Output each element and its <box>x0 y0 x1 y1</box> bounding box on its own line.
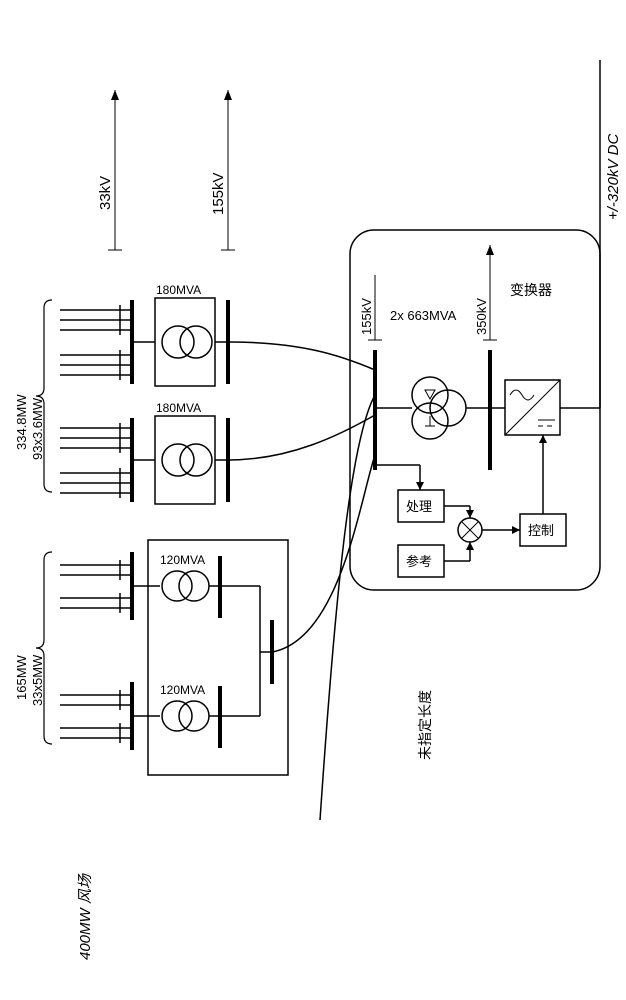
cluster-1: 180MVA <box>60 283 228 386</box>
voltage-155kv-conv: 155kV <box>359 298 374 335</box>
ac-cables <box>228 342 375 820</box>
brace-group1: 334.8MW 93x3.6MW <box>14 300 52 492</box>
reference-label: 参考 <box>406 554 432 569</box>
brace-group3: 165MW 33x5MW <box>14 552 52 744</box>
tx2-rating: 180MVA <box>156 401 201 415</box>
control-label: 控制 <box>528 523 554 538</box>
cluster-2: 180MVA <box>60 401 228 504</box>
wind-farm-label: 400MW 风场 <box>77 872 94 960</box>
dim-155kv-left: 155kV <box>210 90 235 250</box>
dc-output-label: +/-320kV DC <box>605 134 622 220</box>
tx3b-rating: 120MVA <box>160 683 205 697</box>
dim-155kv-conv: 155kV <box>359 275 382 340</box>
group3-turbines: 33x5MW <box>30 654 45 706</box>
main-tx-rating: 2x 663MVA <box>390 308 457 323</box>
tx3a-rating: 120MVA <box>160 553 205 567</box>
voltage-33kv: 33kV <box>97 176 114 210</box>
group3-power: 165MW <box>14 654 29 700</box>
group1-power: 334.8MW <box>14 394 29 450</box>
voltage-155kv-left: 155kV <box>210 172 227 215</box>
dim-33kv: 33kV <box>97 90 122 250</box>
three-winding-tx <box>412 377 466 439</box>
processing-label: 处理 <box>406 499 432 514</box>
converter-label: 变换器 <box>510 282 552 298</box>
voltage-350kv: 350kV <box>474 298 489 335</box>
cluster-3: 120MVA 120MVA <box>60 540 288 775</box>
group1-turbines: 93x3.6MW <box>30 397 45 460</box>
tx1-rating: 180MVA <box>156 283 201 297</box>
converter-symbol <box>505 380 560 435</box>
unspecified-length: 未指定长度 <box>417 690 433 760</box>
dim-350kv: 350kV <box>474 245 497 340</box>
